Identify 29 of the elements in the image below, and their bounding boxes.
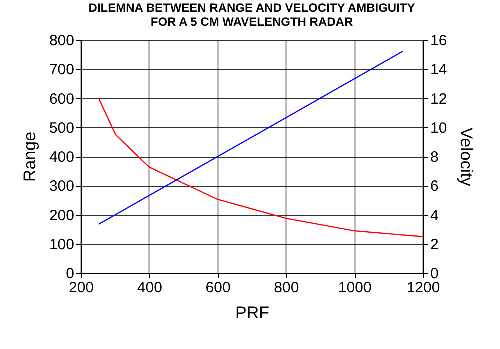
line-series — [98, 98, 423, 238]
x-axis-title: PRF — [236, 304, 270, 322]
chart-title: DILEMNA BETWEEN RANGE AND VELOCITY AMBIGUITY FOR A 5 CM WAVELENGTH RADAR — [88, 1, 416, 29]
y2-tick-label: 6 — [430, 178, 439, 196]
y2-tick-label: 10 — [430, 120, 448, 137]
y-tick-label: 500 — [49, 120, 74, 137]
x-tick-label: 200 — [68, 280, 94, 296]
y2-tick-label: 4 — [430, 207, 439, 224]
x-tick-label: 1200 — [406, 280, 440, 296]
x-tick-label: 800 — [274, 280, 300, 296]
y2-tick-label: 14 — [430, 62, 448, 79]
y2-tick-label: 8 — [430, 149, 439, 166]
y2-tick-label: 2 — [430, 236, 439, 254]
y-axis-title: Range — [20, 132, 40, 182]
y-tick-label: 300 — [49, 178, 74, 196]
y2-axis-title: Velocity — [457, 128, 476, 187]
y-tick-label: 600 — [49, 90, 74, 108]
x-tick-label: 600 — [206, 280, 231, 296]
y-tick-label: 200 — [49, 207, 74, 224]
y2-tick-label: 16 — [430, 32, 448, 50]
y-tick-label: 800 — [49, 32, 74, 50]
y2-tick-label: 12 — [430, 90, 448, 108]
x-tick-label: 1000 — [338, 280, 372, 296]
y-tick-label: 0 — [66, 266, 74, 282]
y-tick-label: 700 — [49, 62, 74, 79]
y-tick-label: 100 — [49, 236, 74, 254]
y-tick-label: 400 — [49, 149, 74, 166]
y2-tick-label: 0 — [430, 266, 439, 282]
x-tick-label: 400 — [137, 280, 162, 296]
